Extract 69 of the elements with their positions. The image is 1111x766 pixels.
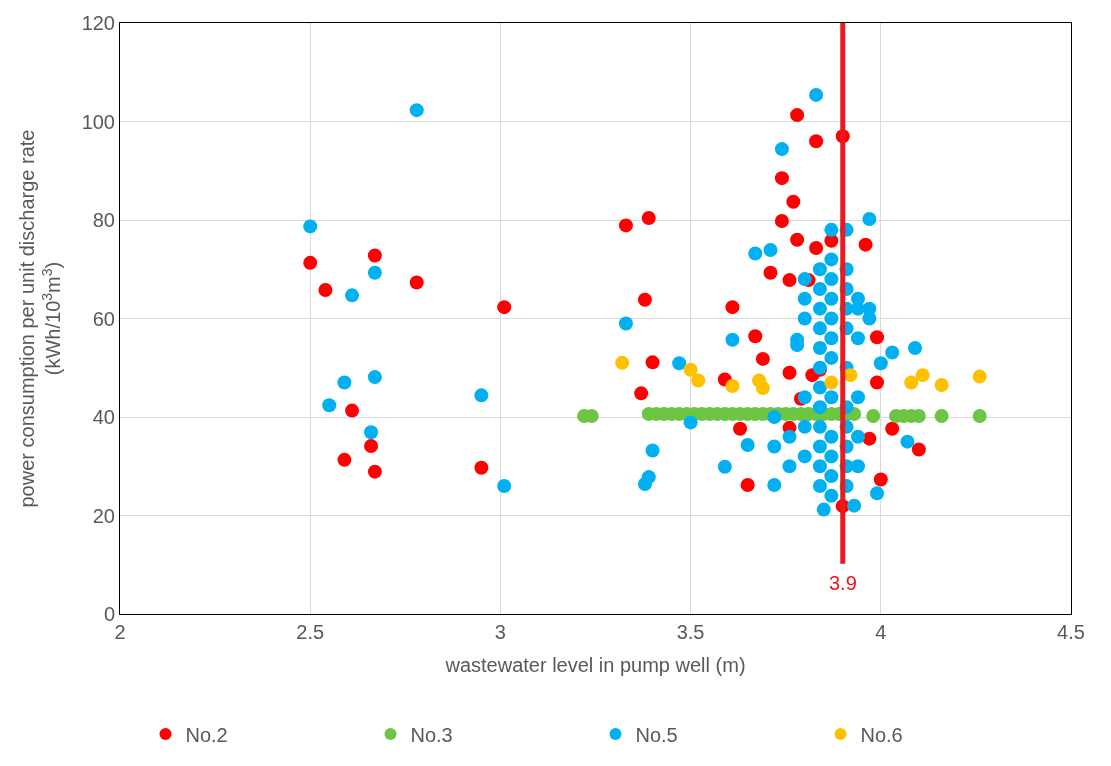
point <box>809 241 824 256</box>
legend-label: No.6 <box>860 723 903 746</box>
legend-label: No.2 <box>185 723 228 746</box>
y-tick-label: 80 <box>92 209 115 231</box>
point <box>733 421 748 436</box>
point <box>870 330 884 345</box>
point <box>691 373 706 388</box>
point <box>497 300 512 315</box>
point <box>755 351 770 366</box>
point <box>972 369 987 384</box>
point <box>915 368 930 383</box>
point <box>615 355 630 370</box>
point <box>790 232 805 247</box>
point <box>303 255 318 270</box>
point <box>740 477 755 492</box>
point <box>725 300 740 315</box>
x-tick-label: 2.5 <box>296 621 325 643</box>
point <box>904 375 919 390</box>
point <box>748 329 763 344</box>
point <box>774 213 789 228</box>
point <box>755 380 770 395</box>
point <box>786 194 801 209</box>
y-tick-label: 120 <box>81 12 115 34</box>
point <box>843 368 858 383</box>
y-tick-label: 40 <box>92 406 115 428</box>
point <box>683 362 698 377</box>
point <box>782 273 797 288</box>
point <box>634 386 649 401</box>
x-tick-label: 3.5 <box>676 621 705 643</box>
point <box>637 292 652 307</box>
x-axis-title: wastewater level in pump well (m) <box>444 653 746 676</box>
point <box>885 421 900 436</box>
point <box>474 460 489 475</box>
point <box>618 218 633 233</box>
x-tick-label: 4 <box>875 621 887 643</box>
legend-label: No.5 <box>635 723 678 746</box>
y-tick-label: 100 <box>81 110 115 133</box>
x-tick-label: 4.5 <box>1057 621 1085 643</box>
point <box>367 464 382 479</box>
point <box>645 355 660 370</box>
y-tick-label: 60 <box>92 307 115 330</box>
point <box>870 375 884 390</box>
point <box>911 442 926 457</box>
x-tick-label: 2 <box>114 621 126 643</box>
point <box>774 171 789 186</box>
point <box>972 409 987 424</box>
point <box>809 134 824 149</box>
point <box>367 248 382 263</box>
point <box>345 403 360 418</box>
legend-label: No.3 <box>410 723 453 746</box>
point <box>337 452 352 467</box>
point <box>641 211 656 226</box>
y-tick-label: 0 <box>103 603 115 625</box>
ref-line-label: 3.9 <box>829 572 857 594</box>
point <box>318 282 333 297</box>
y-tick-label: 20 <box>92 504 115 527</box>
point <box>858 237 873 252</box>
point <box>824 375 839 390</box>
point <box>790 108 805 123</box>
point <box>873 472 888 487</box>
point <box>725 378 740 393</box>
point <box>934 409 949 424</box>
point <box>934 377 949 392</box>
point <box>866 409 881 424</box>
point <box>763 265 778 280</box>
point <box>364 439 379 454</box>
x-tick-label: 3 <box>494 621 506 643</box>
point <box>409 275 424 290</box>
point <box>782 365 797 380</box>
